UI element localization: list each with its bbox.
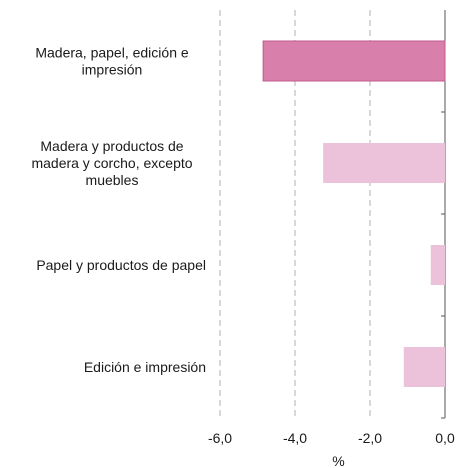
category-label-3: Edición e impresión [84, 359, 206, 375]
category-label-1: Madera y productos de madera y corcho, ex… [31, 138, 192, 188]
category-label-0: Madera, papel, edición e impresión [35, 45, 189, 78]
x-axis-title: % [332, 453, 344, 468]
x-tick-label-0: -6,0 [208, 430, 232, 446]
bar-2 [430, 245, 445, 285]
bar-0 [262, 40, 446, 82]
x-tick-label-1: -4,0 [283, 430, 307, 446]
bar-1 [323, 143, 445, 183]
x-tick-label-3: 0,0 [435, 430, 455, 446]
category-label-2: Papel y productos de papel [36, 257, 206, 273]
x-tick-label-2: -2,0 [358, 430, 382, 446]
bar-3 [403, 347, 445, 387]
